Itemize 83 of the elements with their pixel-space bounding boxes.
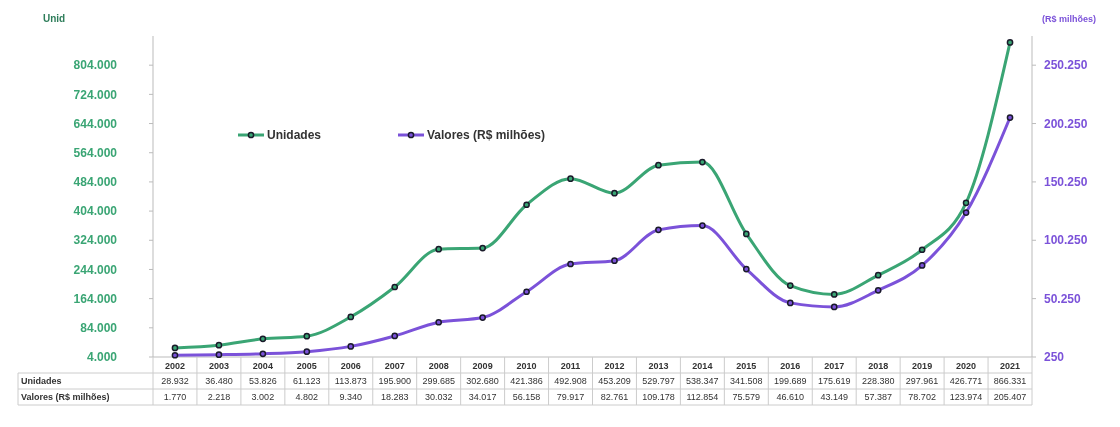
data-label: 123.974 (949, 392, 983, 403)
y2-tick-label: 200.250 (1044, 116, 1088, 131)
data-label: 4.802 (295, 392, 319, 403)
data-label: 79.917 (556, 392, 585, 403)
data-label: 56.158 (512, 392, 541, 403)
y-axis-title: Unid (43, 13, 66, 24)
text: Valores (R$ milhões) (21, 392, 110, 403)
data-label: 30.032 (424, 392, 453, 403)
y-tick-label: 324.000 (73, 233, 118, 248)
x-tick-label: 2014 (692, 361, 713, 372)
y-tick-label: 164.000 (73, 291, 118, 306)
data-label: 2.218 (207, 392, 231, 403)
data-label: 1.770 (163, 392, 187, 403)
x-tick-label: 2009 (472, 361, 493, 372)
x-tick-label: 2019 (912, 361, 933, 372)
data-label: 228.380 (861, 376, 895, 387)
y2-tick-label: 250 (1044, 350, 1065, 365)
y-tick-label: 484.000 (73, 175, 118, 190)
data-label: 61.123 (293, 376, 321, 387)
y2-tick-label: 100.250 (1044, 233, 1088, 248)
data-label: 43.149 (820, 392, 848, 403)
legend-label: Valores (R$ milhões) (427, 128, 546, 143)
data-label: 866.331 (993, 376, 1027, 387)
data-label: 75.579 (732, 392, 761, 403)
data-label: 9.340 (339, 392, 363, 403)
x-tick-label: 2004 (252, 361, 273, 372)
y-tick-label: 804.000 (73, 58, 118, 73)
x-tick-label: 2007 (384, 361, 405, 372)
y2-tick-label: 250.250 (1044, 58, 1088, 73)
y-tick-label: 244.000 (73, 262, 118, 277)
x-tick-label: 2011 (560, 361, 581, 372)
data-label: 28.932 (161, 376, 189, 387)
y-tick-label: 564.000 (73, 145, 118, 160)
data-label: 421.386 (510, 376, 543, 387)
y-tick-label: 404.000 (73, 204, 118, 219)
data-label: 341.508 (730, 376, 763, 387)
data-label: 109.178 (642, 392, 675, 403)
y-tick-label: 84.000 (80, 321, 118, 336)
data-label: 113.873 (334, 376, 367, 387)
data-label: 297.961 (905, 376, 939, 387)
x-tick-label: 2003 (208, 361, 229, 372)
data-label: 453.209 (598, 376, 631, 387)
data-label: 46.610 (776, 392, 805, 403)
data-label: 538.347 (686, 376, 719, 387)
data-label: 82.761 (600, 392, 629, 403)
data-label: 205.407 (993, 392, 1027, 403)
data-label: 199.689 (774, 376, 807, 387)
x-tick-label: 2006 (340, 361, 361, 372)
data-label: 112.854 (686, 392, 719, 403)
y2-axis-title: (R$ milhões) (1042, 14, 1097, 24)
y-tick-label: 644.000 (73, 116, 118, 131)
text: Unidades (21, 376, 62, 387)
data-label: 299.685 (422, 376, 455, 387)
data-label: 175.619 (817, 376, 851, 387)
y2-tick-label: 50.250 (1044, 291, 1082, 306)
x-tick-label: 2013 (648, 361, 669, 372)
x-tick-label: 2021 (1000, 361, 1021, 372)
legend-label: Unidades (267, 128, 322, 143)
y-tick-label: 4.000 (86, 350, 118, 365)
x-tick-label: 2008 (428, 361, 449, 372)
data-label: 3.002 (251, 392, 275, 403)
data-label: 57.387 (864, 392, 892, 403)
data-label: 34.017 (468, 392, 497, 403)
data-label: 36.480 (205, 376, 233, 387)
x-tick-label: 2020 (956, 361, 977, 372)
data-label: 492.908 (554, 376, 587, 387)
data-label: 529.797 (642, 376, 675, 387)
x-tick-label: 2005 (296, 361, 317, 372)
x-tick-label: 2017 (824, 361, 845, 372)
x-tick-label: 2002 (164, 361, 185, 372)
data-label: 78.702 (908, 392, 936, 403)
x-tick-label: 2012 (604, 361, 625, 372)
x-tick-label: 2015 (736, 361, 757, 372)
x-tick-label: 2018 (868, 361, 889, 372)
data-label: 53.826 (249, 376, 277, 387)
data-label: 426.771 (949, 376, 983, 387)
x-tick-label: 2016 (780, 361, 801, 372)
y2-tick-label: 150.250 (1044, 175, 1088, 190)
x-tick-label: 2010 (516, 361, 537, 372)
data-label: 18.283 (380, 392, 409, 403)
data-label: 195.900 (378, 376, 411, 387)
y-tick-label: 724.000 (73, 87, 118, 102)
data-label: 302.680 (466, 376, 499, 387)
